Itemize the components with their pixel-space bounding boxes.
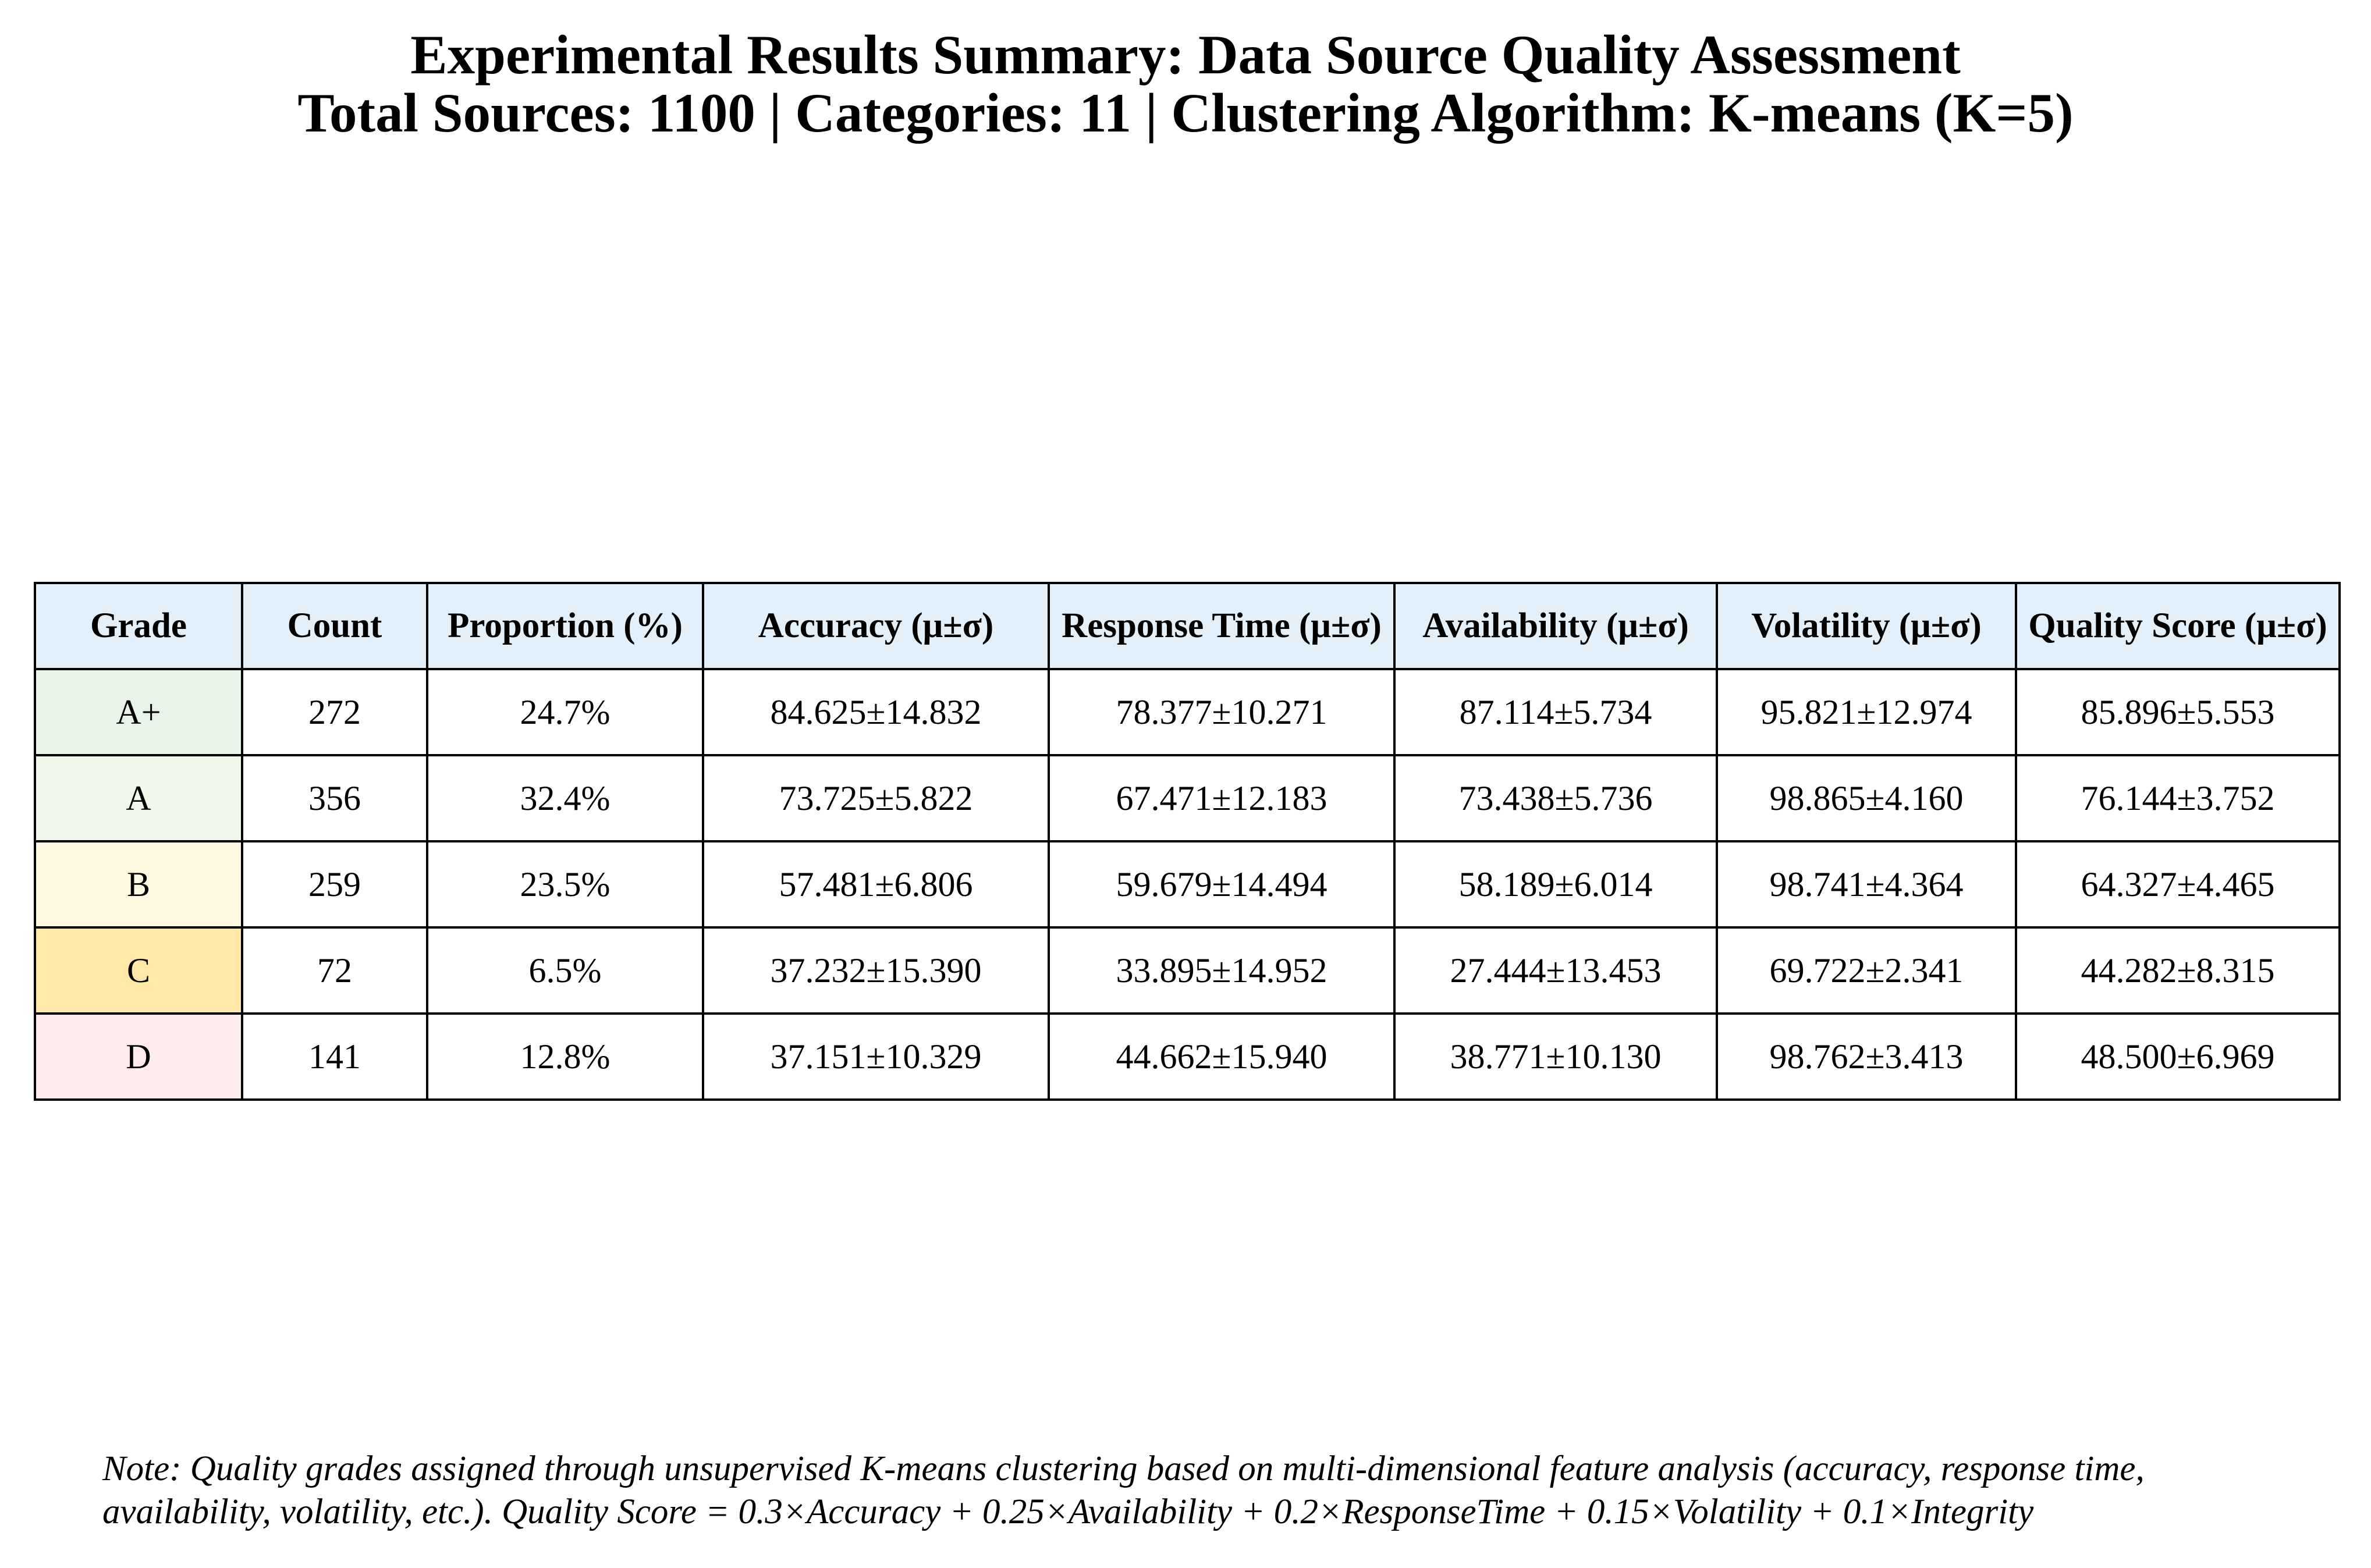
- volatility-cell: 98.865±4.160: [1716, 754, 2017, 842]
- volatility-cell: 95.821±12.974: [1716, 668, 2017, 756]
- accuracy-cell: 57.481±6.806: [702, 840, 1050, 929]
- count-cell: 259: [241, 840, 428, 929]
- table-row: A+ 272 24.7% 84.625±14.832 78.377±10.271 87.1…: [34, 668, 2341, 756]
- table-row: B 259 23.5% 57.481±6.806 59.679±14.494 58.189…: [34, 840, 2341, 929]
- accuracy-cell: 37.151±10.329: [702, 1012, 1050, 1101]
- grade-cell: D: [34, 1012, 243, 1101]
- quality-score-cell: 85.896±5.553: [2015, 668, 2341, 756]
- count-cell: 72: [241, 926, 428, 1015]
- volatility-cell: 98.741±4.364: [1716, 840, 2017, 929]
- availability-cell: 38.771±10.130: [1393, 1012, 1718, 1101]
- accuracy-cell: 73.725±5.822: [702, 754, 1050, 842]
- header-grade: Grade: [34, 582, 243, 670]
- proportion-cell: 23.5%: [426, 840, 704, 929]
- quality-score-cell: 48.500±6.969: [2015, 1012, 2341, 1101]
- header-volatility: Volatility (μ±σ): [1716, 582, 2017, 670]
- header-availability: Availability (μ±σ): [1393, 582, 1718, 670]
- grade-cell: A+: [34, 668, 243, 756]
- header-proportion: Proportion (%): [426, 582, 704, 670]
- count-cell: 141: [241, 1012, 428, 1101]
- table-row: A 356 32.4% 73.725±5.822 67.471±12.183 73.438…: [34, 754, 2341, 842]
- availability-cell: 58.189±6.014: [1393, 840, 1718, 929]
- table-row: C 72 6.5% 37.232±15.390 33.895±14.952 27.444±…: [34, 926, 2341, 1015]
- quality-score-cell: 76.144±3.752: [2015, 754, 2341, 842]
- availability-cell: 27.444±13.453: [1393, 926, 1718, 1015]
- response-time-cell: 59.679±14.494: [1048, 840, 1396, 929]
- grade-cell: C: [34, 926, 243, 1015]
- count-cell: 272: [241, 668, 428, 756]
- grade-cell: B: [34, 840, 243, 929]
- availability-cell: 87.114±5.734: [1393, 668, 1718, 756]
- table-row: D 141 12.8% 37.151±10.329 44.662±15.940 38.77…: [34, 1012, 2341, 1101]
- chart-subtitle: Total Sources: 1100 | Categories: 11 | C…: [297, 82, 2074, 144]
- response-time-cell: 78.377±10.271: [1048, 668, 1396, 756]
- proportion-cell: 6.5%: [426, 926, 704, 1015]
- response-time-cell: 44.662±15.940: [1048, 1012, 1396, 1101]
- header-count: Count: [241, 582, 428, 670]
- header-response-time: Response Time (μ±σ): [1048, 582, 1396, 670]
- footnote-line-1: Note: Quality grades assigned through un…: [102, 1449, 2145, 1488]
- proportion-cell: 24.7%: [426, 668, 704, 756]
- table-body: A+ 272 24.7% 84.625±14.832 78.377±10.271 87.1…: [34, 668, 2341, 1101]
- quality-score-cell: 64.327±4.465: [2015, 840, 2341, 929]
- footnote: Note: Quality grades assigned through un…: [102, 1448, 2361, 1534]
- table-header-row: Grade Count Proportion (%) Accuracy (μ±σ) Re…: [34, 582, 2341, 670]
- header-quality-score: Quality Score (μ±σ): [2015, 582, 2341, 670]
- accuracy-cell: 37.232±15.390: [702, 926, 1050, 1015]
- volatility-cell: 98.762±3.413: [1716, 1012, 2017, 1101]
- availability-cell: 73.438±5.736: [1393, 754, 1718, 842]
- chart-title: Experimental Results Summary: Data Sourc…: [410, 24, 1961, 86]
- quality-score-cell: 44.282±8.315: [2015, 926, 2341, 1015]
- response-time-cell: 67.471±12.183: [1048, 754, 1396, 842]
- grade-cell: A: [34, 754, 243, 842]
- proportion-cell: 12.8%: [426, 1012, 704, 1101]
- proportion-cell: 32.4%: [426, 754, 704, 842]
- accuracy-cell: 84.625±14.832: [702, 668, 1050, 756]
- count-cell: 356: [241, 754, 428, 842]
- footnote-line-2: availability, volatility, etc.). Quality…: [102, 1492, 2034, 1531]
- header-accuracy: Accuracy (μ±σ): [702, 582, 1050, 670]
- results-table: Grade Count Proportion (%) Accuracy (μ±σ) Re…: [34, 582, 2341, 1101]
- volatility-cell: 69.722±2.341: [1716, 926, 2017, 1015]
- response-time-cell: 33.895±14.952: [1048, 926, 1396, 1015]
